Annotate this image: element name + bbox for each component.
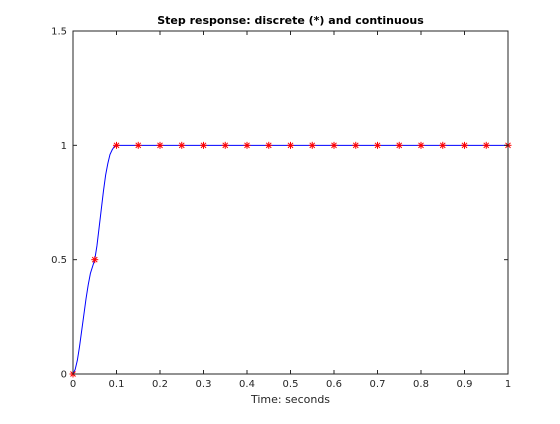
y-tick-label: 0 [61, 370, 67, 381]
x-tick-label: 0.4 [239, 379, 255, 390]
y-tick-label: 1 [61, 141, 67, 152]
discrete-sample-marker [461, 141, 468, 149]
discrete-sample-marker [178, 141, 186, 149]
y-tick-label: 0.5 [51, 255, 67, 266]
discrete-sample-marker [265, 141, 273, 149]
discrete-sample-marker [352, 141, 360, 149]
plot-area-background [73, 31, 508, 374]
discrete-sample-marker [91, 256, 99, 264]
discrete-sample-marker [330, 141, 338, 149]
x-tick-label: 1 [505, 379, 511, 390]
x-tick-label: 0.8 [413, 379, 429, 390]
y-tick-label: 1.5 [51, 27, 67, 38]
discrete-sample-marker [395, 141, 403, 149]
x-tick-label: 0.5 [283, 379, 299, 390]
discrete-sample-marker [134, 141, 142, 149]
x-tick-label: 0.7 [370, 379, 386, 390]
discrete-sample-marker [417, 141, 425, 149]
ticks-layer: 0 0.1 0.2 0.3 0.4 0.5 0.6 0.7 0.8 0.9 1 0 0.5 1 1.5 [51, 27, 511, 391]
discrete-sample-marker [156, 141, 164, 149]
discrete-sample-marker [308, 141, 316, 149]
discrete-sample-marker [200, 141, 207, 149]
discrete-sample-marker [482, 141, 490, 149]
x-tick-label: 0.6 [326, 379, 342, 390]
x-axis-label: Time: seconds [250, 393, 330, 406]
x-tick-label: 0 [70, 379, 76, 390]
x-tick-label: 0.2 [152, 379, 168, 390]
discrete-sample-marker [374, 141, 381, 149]
discrete-sample-marker [439, 141, 447, 149]
chart-title: Step response: discrete (*) and continuo… [157, 14, 424, 27]
discrete-sample-marker [243, 141, 251, 149]
x-tick-label: 0.3 [196, 379, 212, 390]
x-tick-label: 0.9 [457, 379, 473, 390]
discrete-sample-marker [287, 141, 294, 149]
discrete-sample-marker [221, 141, 229, 149]
x-tick-label: 0.1 [109, 379, 125, 390]
discrete-sample-marker [113, 141, 120, 149]
